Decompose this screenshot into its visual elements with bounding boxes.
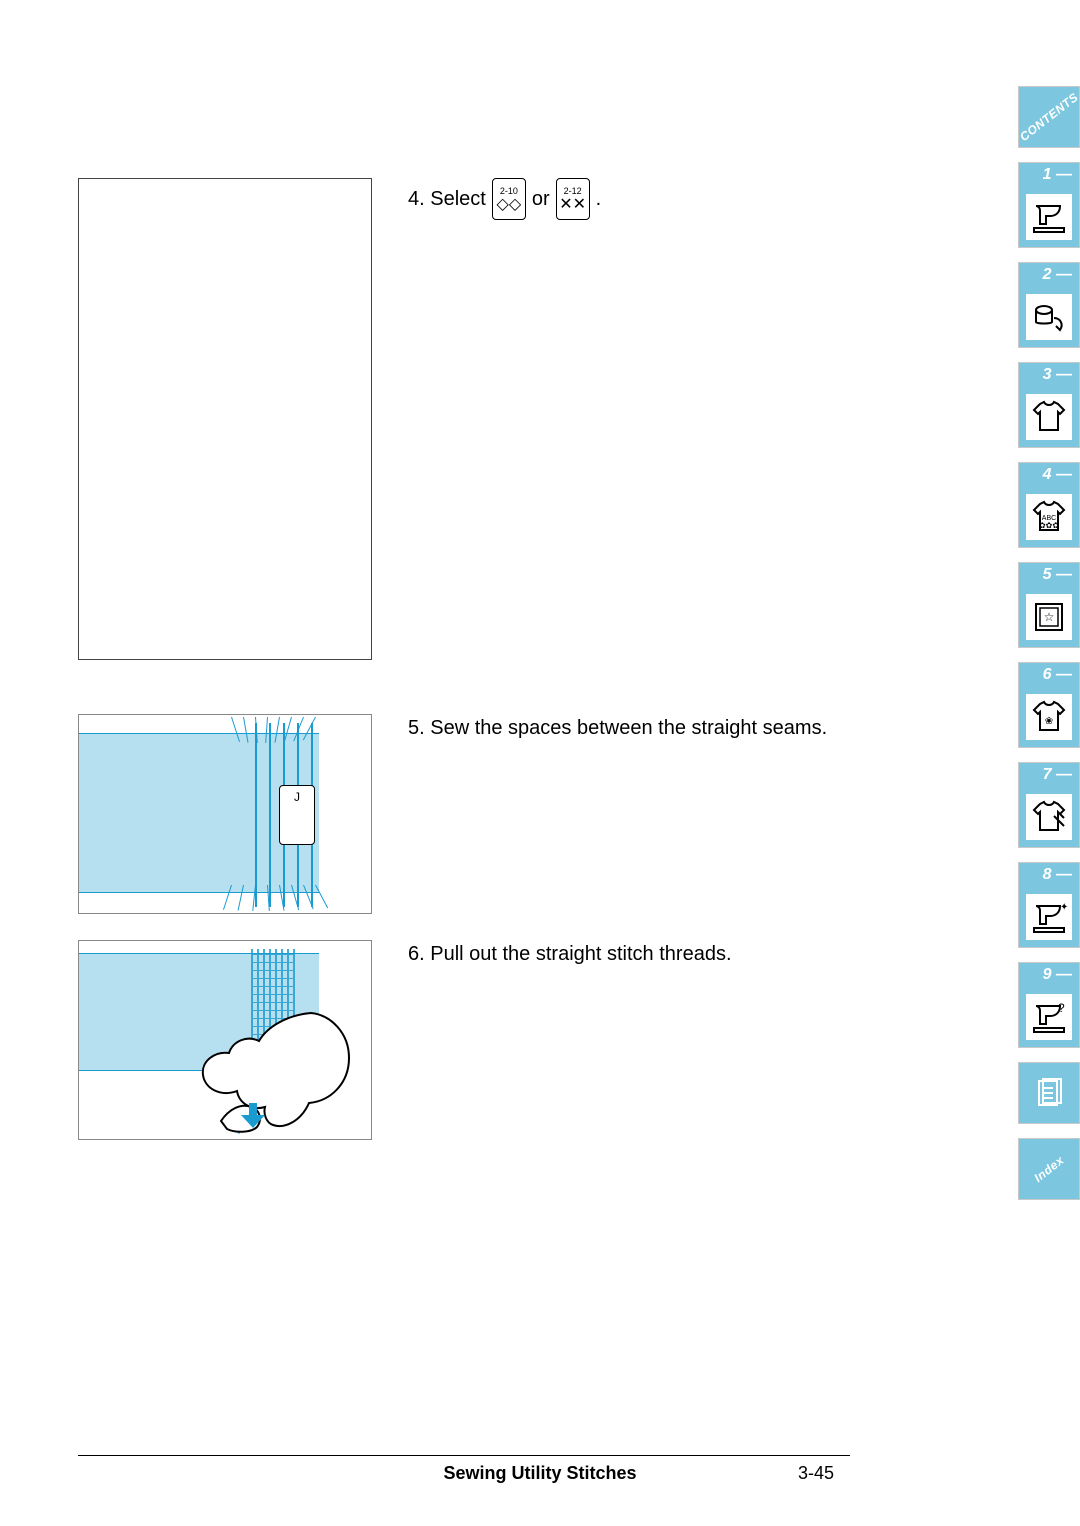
tab-9-num: 9 — <box>1043 966 1072 984</box>
hands-icon <box>181 1003 361 1133</box>
figure-step6 <box>78 940 372 1140</box>
stitch-select-button-b[interactable]: 2-12 ✕✕ <box>556 178 590 220</box>
nav-tab-4[interactable]: 4 — ABC✿✿✿ <box>1018 462 1080 548</box>
footer-section-title: Sewing Utility Stitches <box>0 1463 1080 1484</box>
step4-suffix: . <box>596 185 602 213</box>
loose-threads-bottom <box>229 885 339 911</box>
shirt-icon <box>1026 394 1072 440</box>
figure-step5: J <box>78 714 372 914</box>
thread-spool-icon <box>1026 294 1072 340</box>
nav-tab-contents[interactable]: CONTENTS <box>1018 86 1080 148</box>
figure-placeholder-step4 <box>78 178 372 660</box>
step4-or: or <box>532 185 550 213</box>
nav-tab-notes[interactable] <box>1018 1062 1080 1124</box>
nav-tab-5[interactable]: 5 — ☆ <box>1018 562 1080 648</box>
nav-tab-7[interactable]: 7 — <box>1018 762 1080 848</box>
nav-tab-9[interactable]: 9 — ? <box>1018 962 1080 1048</box>
tab-3-num: 3 — <box>1043 366 1072 384</box>
machine-spark-icon: ✦ <box>1026 894 1072 940</box>
tab-6-num: 6 — <box>1043 666 1072 684</box>
stitch-select-button-a[interactable]: 2-10 ◇◇ <box>492 178 526 220</box>
tab-1-num: 1 — <box>1043 166 1072 184</box>
step4-prefix: 4. Select <box>408 185 486 213</box>
down-arrow-icon <box>239 1101 267 1129</box>
machine-question-icon: ? <box>1026 994 1072 1040</box>
embroidery-screen-icon: ☆ <box>1026 594 1072 640</box>
svg-text:?: ? <box>1058 1001 1065 1015</box>
nav-tab-8[interactable]: 8 — ✦ <box>1018 862 1080 948</box>
shirt-deco-icon: ❀ <box>1026 694 1072 740</box>
shirt-tool-icon <box>1026 794 1072 840</box>
svg-text:☆: ☆ <box>1044 610 1055 624</box>
sewing-machine-icon <box>1026 194 1072 240</box>
tab-5-num: 5 — <box>1043 566 1072 584</box>
notes-icon <box>1018 1062 1080 1124</box>
footer-rule <box>78 1455 850 1456</box>
tab-4-num: 4 — <box>1043 466 1072 484</box>
step-6-text: 6. Pull out the straight stitch threads. <box>408 940 838 968</box>
step-5-text: 5. Sew the spaces between the straight s… <box>408 714 838 742</box>
svg-text:✦: ✦ <box>1060 902 1068 913</box>
nav-tab-2[interactable]: 2 — <box>1018 262 1080 348</box>
footer-page-number: 3-45 <box>798 1463 834 1484</box>
step-4-row: 4. Select 2-10 ◇◇ or 2-12 ✕✕ . <box>78 178 838 688</box>
svg-text:✿✿✿: ✿✿✿ <box>1039 521 1059 530</box>
nav-tab-1[interactable]: 1 — <box>1018 162 1080 248</box>
stitch-b-glyph-icon: ✕✕ <box>559 197 586 213</box>
stitch-a-glyph-icon: ◇◇ <box>497 197 522 213</box>
presser-foot-icon: J <box>279 785 315 845</box>
tab-2-num: 2 — <box>1043 266 1072 284</box>
side-nav-tabs: CONTENTS 1 — 2 — 3 — 4 — <box>1008 86 1080 1214</box>
step-5-row: J 5. Sew the spaces between the straight… <box>78 714 838 914</box>
loose-threads-top <box>229 717 339 743</box>
nav-tab-6[interactable]: 6 — ❀ <box>1018 662 1080 748</box>
nav-tab-3[interactable]: 3 — <box>1018 362 1080 448</box>
step-4-instruction: 4. Select 2-10 ◇◇ or 2-12 ✕✕ . <box>408 178 838 220</box>
manual-page: 4. Select 2-10 ◇◇ or 2-12 ✕✕ . <box>0 0 1080 1526</box>
content-area: 4. Select 2-10 ◇◇ or 2-12 ✕✕ . <box>78 178 838 1166</box>
presser-foot-label: J <box>280 790 314 804</box>
nav-tab-index[interactable]: Index <box>1018 1138 1080 1200</box>
shirt-abc-icon: ABC✿✿✿ <box>1026 494 1072 540</box>
step-6-row: 6. Pull out the straight stitch threads. <box>78 940 838 1140</box>
tab-8-num: 8 — <box>1043 866 1072 884</box>
svg-text:❀: ❀ <box>1045 716 1053 727</box>
tab-7-num: 7 — <box>1043 766 1072 784</box>
